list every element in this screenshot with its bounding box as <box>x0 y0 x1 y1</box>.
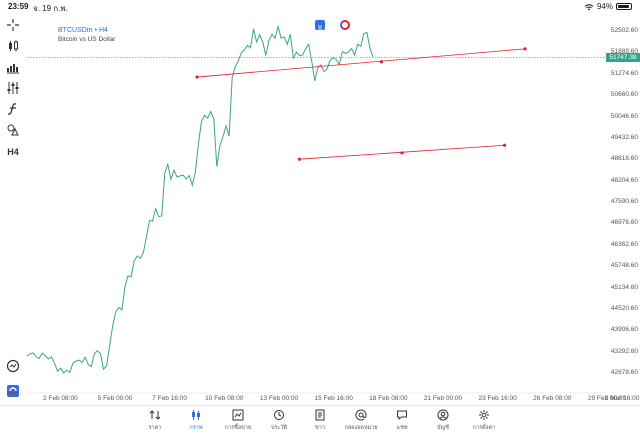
time-tick-label: 15 Feb 16:00 <box>314 395 353 402</box>
chat-icon <box>397 410 407 421</box>
time-tick-label: 10 Feb 08:00 <box>205 395 244 402</box>
chart-icon <box>192 410 200 420</box>
symbol-description: Bitcoin vs US Dollar <box>58 36 116 43</box>
time-tick-label: 18 Feb 08:00 <box>369 395 408 402</box>
quotes-icon <box>149 410 161 420</box>
nav-label: กล่องจดหมาย <box>344 425 378 431</box>
chart-symbol-label: BTCUSDm • H4 <box>58 27 108 34</box>
nav-quotes[interactable]: ราคา <box>135 409 175 432</box>
price-series-line <box>27 24 374 374</box>
time-tick-label: 29 Feb 00:00 <box>587 395 627 402</box>
price-tick-label: 43906.60 <box>610 326 638 334</box>
time-tick-label: 7 Feb 16:00 <box>152 395 188 402</box>
trendline-anchor[interactable] <box>379 60 384 64</box>
zoom-icon[interactable] <box>4 357 22 375</box>
one-click-trading-icon[interactable] <box>315 20 325 31</box>
wifi-icon <box>584 3 594 10</box>
time-tick-label: 2 Mar 16:00 <box>604 395 640 402</box>
nav-label: ราคา <box>148 425 162 431</box>
status-date: จ. 19 ก.พ. <box>33 4 68 13</box>
battery-icon <box>616 3 632 10</box>
price-tick-label: 52502.60 <box>610 27 638 34</box>
price-tick-label: 43292.60 <box>610 347 638 355</box>
settings-icon <box>479 410 489 420</box>
trendline-anchor[interactable] <box>297 157 302 161</box>
status-time: 23:59 <box>8 2 29 11</box>
trendline-anchor[interactable] <box>502 143 507 147</box>
account-mode-icon[interactable] <box>4 382 22 400</box>
nav-chat[interactable]: แชท <box>382 409 422 432</box>
trendline-anchor[interactable] <box>195 75 199 79</box>
symbol-name: BTCUSDm <box>58 27 93 34</box>
trade-icon <box>232 409 244 421</box>
trendline-anchor[interactable] <box>523 47 527 51</box>
shapes-icon[interactable] <box>4 121 22 139</box>
nav-account[interactable]: บัญชี <box>423 409 463 432</box>
time-tick-label: 23 Feb 16:00 <box>478 395 517 402</box>
function-icon[interactable] <box>4 100 22 118</box>
bottom-navigation: ราคา กราฟ การซื้อขาย ประวัติ ข่าว กล่องจ… <box>0 405 640 447</box>
nav-label: การซื้อขาย <box>224 425 252 431</box>
price-tick-label: 49432.60 <box>610 133 638 141</box>
price-tick-label: 42678.60 <box>610 369 638 376</box>
nav-mailbox[interactable]: กล่องจดหมาย <box>341 409 381 432</box>
candles-icon[interactable] <box>4 37 22 55</box>
news-icon <box>315 409 325 421</box>
mailbox-icon <box>355 409 367 421</box>
price-tick-label: 47590.60 <box>610 198 638 205</box>
price-tick-label: 50660.60 <box>610 91 638 99</box>
trade-toggle-icon[interactable] <box>340 20 350 30</box>
price-tick-label: 45748.60 <box>610 262 638 270</box>
timeframe-button[interactable]: H4 <box>7 147 19 157</box>
time-tick-label: 26 Feb 08:00 <box>533 395 572 402</box>
price-tick-label: 51888.60 <box>610 48 638 56</box>
settings-sliders-icon[interactable] <box>4 79 22 97</box>
price-tick-label: 46976.60 <box>610 219 638 227</box>
account-icon <box>437 409 449 421</box>
price-tick-label: 48204.60 <box>610 176 638 184</box>
history-icon <box>274 410 284 420</box>
nav-label: บัญชี <box>437 425 449 431</box>
battery-percent: 94% <box>596 2 613 11</box>
crosshair-icon[interactable] <box>4 16 22 34</box>
nav-label: ประวัติ <box>270 425 288 431</box>
time-tick-label: 2 Feb 08:00 <box>42 395 78 402</box>
chart-toolbar: H4 <box>0 12 26 407</box>
price-tick-label: 48818.60 <box>610 155 638 163</box>
current-price-badge: 51747.38 <box>606 52 640 62</box>
indicator-bars-icon[interactable] <box>4 58 22 76</box>
status-right: 94% <box>584 2 632 11</box>
nav-news[interactable]: ข่าว <box>300 409 340 432</box>
nav-label: กราฟ <box>189 425 203 431</box>
price-tick-label: 50046.60 <box>610 112 638 120</box>
time-tick-label: 21 Feb 00:00 <box>423 395 463 402</box>
nav-history[interactable]: ประวัติ <box>259 409 299 432</box>
trendline-1 <box>196 48 526 78</box>
time-tick-label: 13 Feb 00:00 <box>259 395 299 402</box>
nav-label: การตั้งค่า <box>472 425 496 431</box>
symbol-timeframe: H4 <box>98 27 108 34</box>
time-tick-label: 5 Feb 00:00 <box>97 395 133 402</box>
price-tick-label: 46362.60 <box>610 240 638 248</box>
trendline-anchor[interactable] <box>400 151 404 155</box>
price-tick-label: 45134.60 <box>610 283 638 291</box>
nav-settings[interactable]: การตั้งค่า <box>464 409 504 432</box>
nav-trade[interactable]: การซื้อขาย <box>218 409 258 432</box>
price-tick-label: 51274.60 <box>610 69 638 77</box>
nav-label: ข่าว <box>315 425 325 431</box>
price-tick-label: 44520.60 <box>610 304 638 312</box>
nav-label: แชท <box>396 425 408 431</box>
nav-chart[interactable]: กราฟ <box>176 409 216 432</box>
chart-area[interactable]: BTCUSDm • H4 Bitcoin vs US Dollar 51747.… <box>27 12 640 407</box>
price-chart[interactable] <box>27 12 640 407</box>
status-bar: 23:59 จ. 19 ก.พ. 94% <box>0 0 640 14</box>
